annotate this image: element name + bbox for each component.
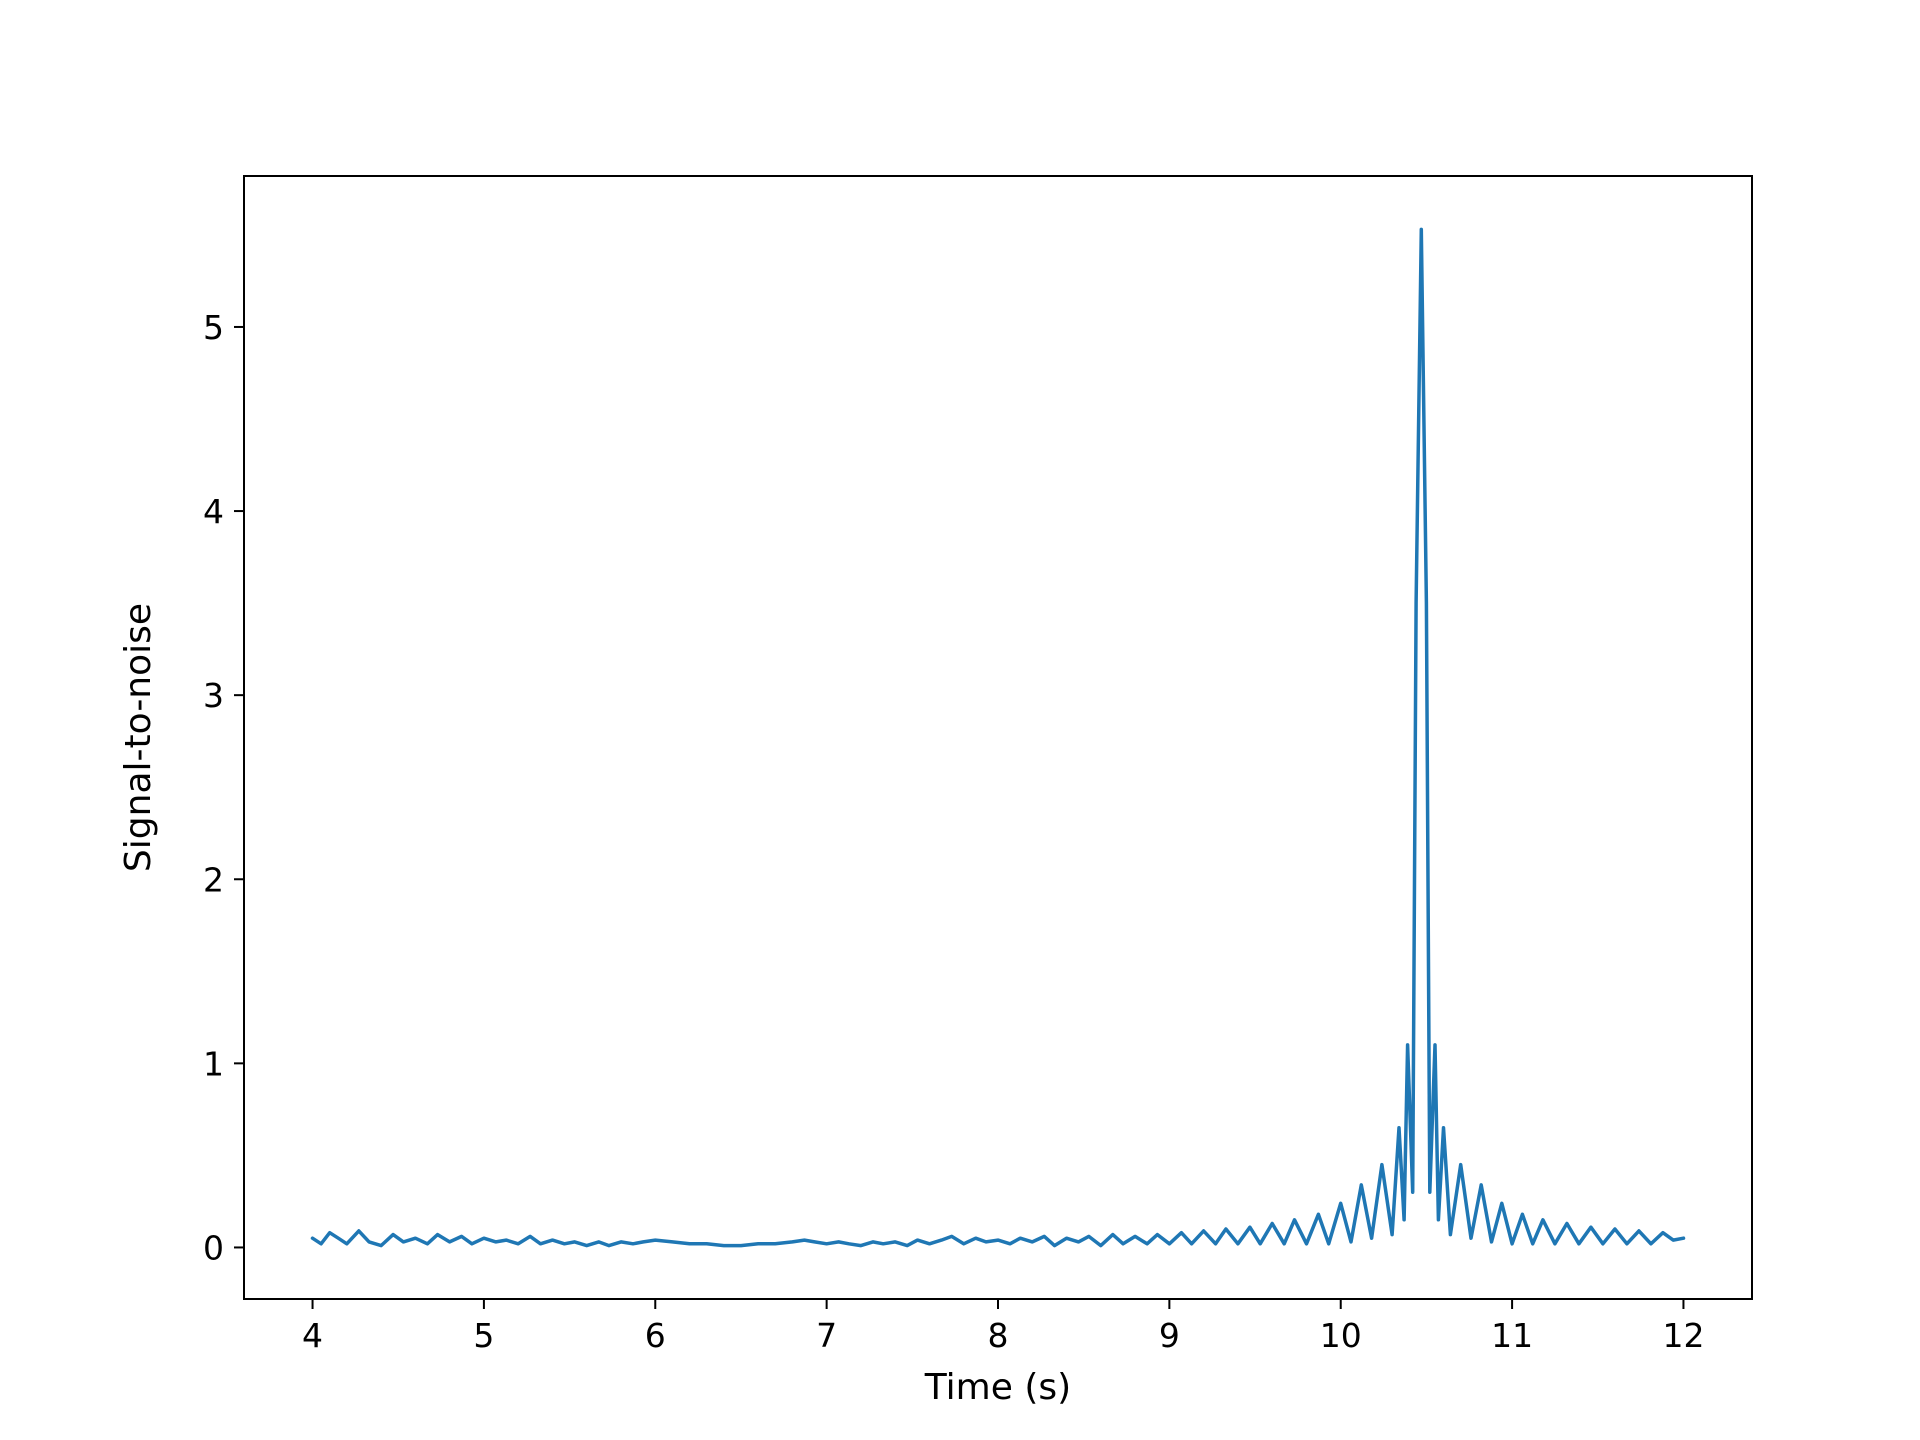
x-axis-label: Time (s) [924, 1367, 1071, 1408]
plot-area [244, 176, 1752, 1299]
y-axis-label: Signal-to-noise [118, 603, 159, 872]
x-tick-label: 8 [988, 1316, 1009, 1355]
x-tick-label: 4 [302, 1316, 323, 1355]
y-tick-label: 2 [203, 860, 224, 899]
y-tick-label: 3 [203, 676, 224, 715]
x-tick-label: 6 [645, 1316, 666, 1355]
x-tick-label: 12 [1662, 1316, 1704, 1355]
series-line [310, 227, 1686, 1248]
y-tick-label: 4 [203, 492, 224, 531]
y-tick-label: 1 [203, 1044, 224, 1083]
x-axis-ticks: 4 5 6 7 8 9 10 11 12 [302, 1299, 1704, 1355]
y-tick-label: 0 [203, 1228, 224, 1267]
x-tick-label: 7 [816, 1316, 837, 1355]
y-tick-label: 5 [203, 308, 224, 347]
x-tick-label: 10 [1320, 1316, 1362, 1355]
x-tick-label: 11 [1491, 1316, 1533, 1355]
x-tick-label: 9 [1159, 1316, 1180, 1355]
y-axis-ticks: 0 1 2 3 4 5 [203, 308, 244, 1267]
plot-frame [243, 175, 1753, 1300]
x-tick-label: 5 [473, 1316, 494, 1355]
